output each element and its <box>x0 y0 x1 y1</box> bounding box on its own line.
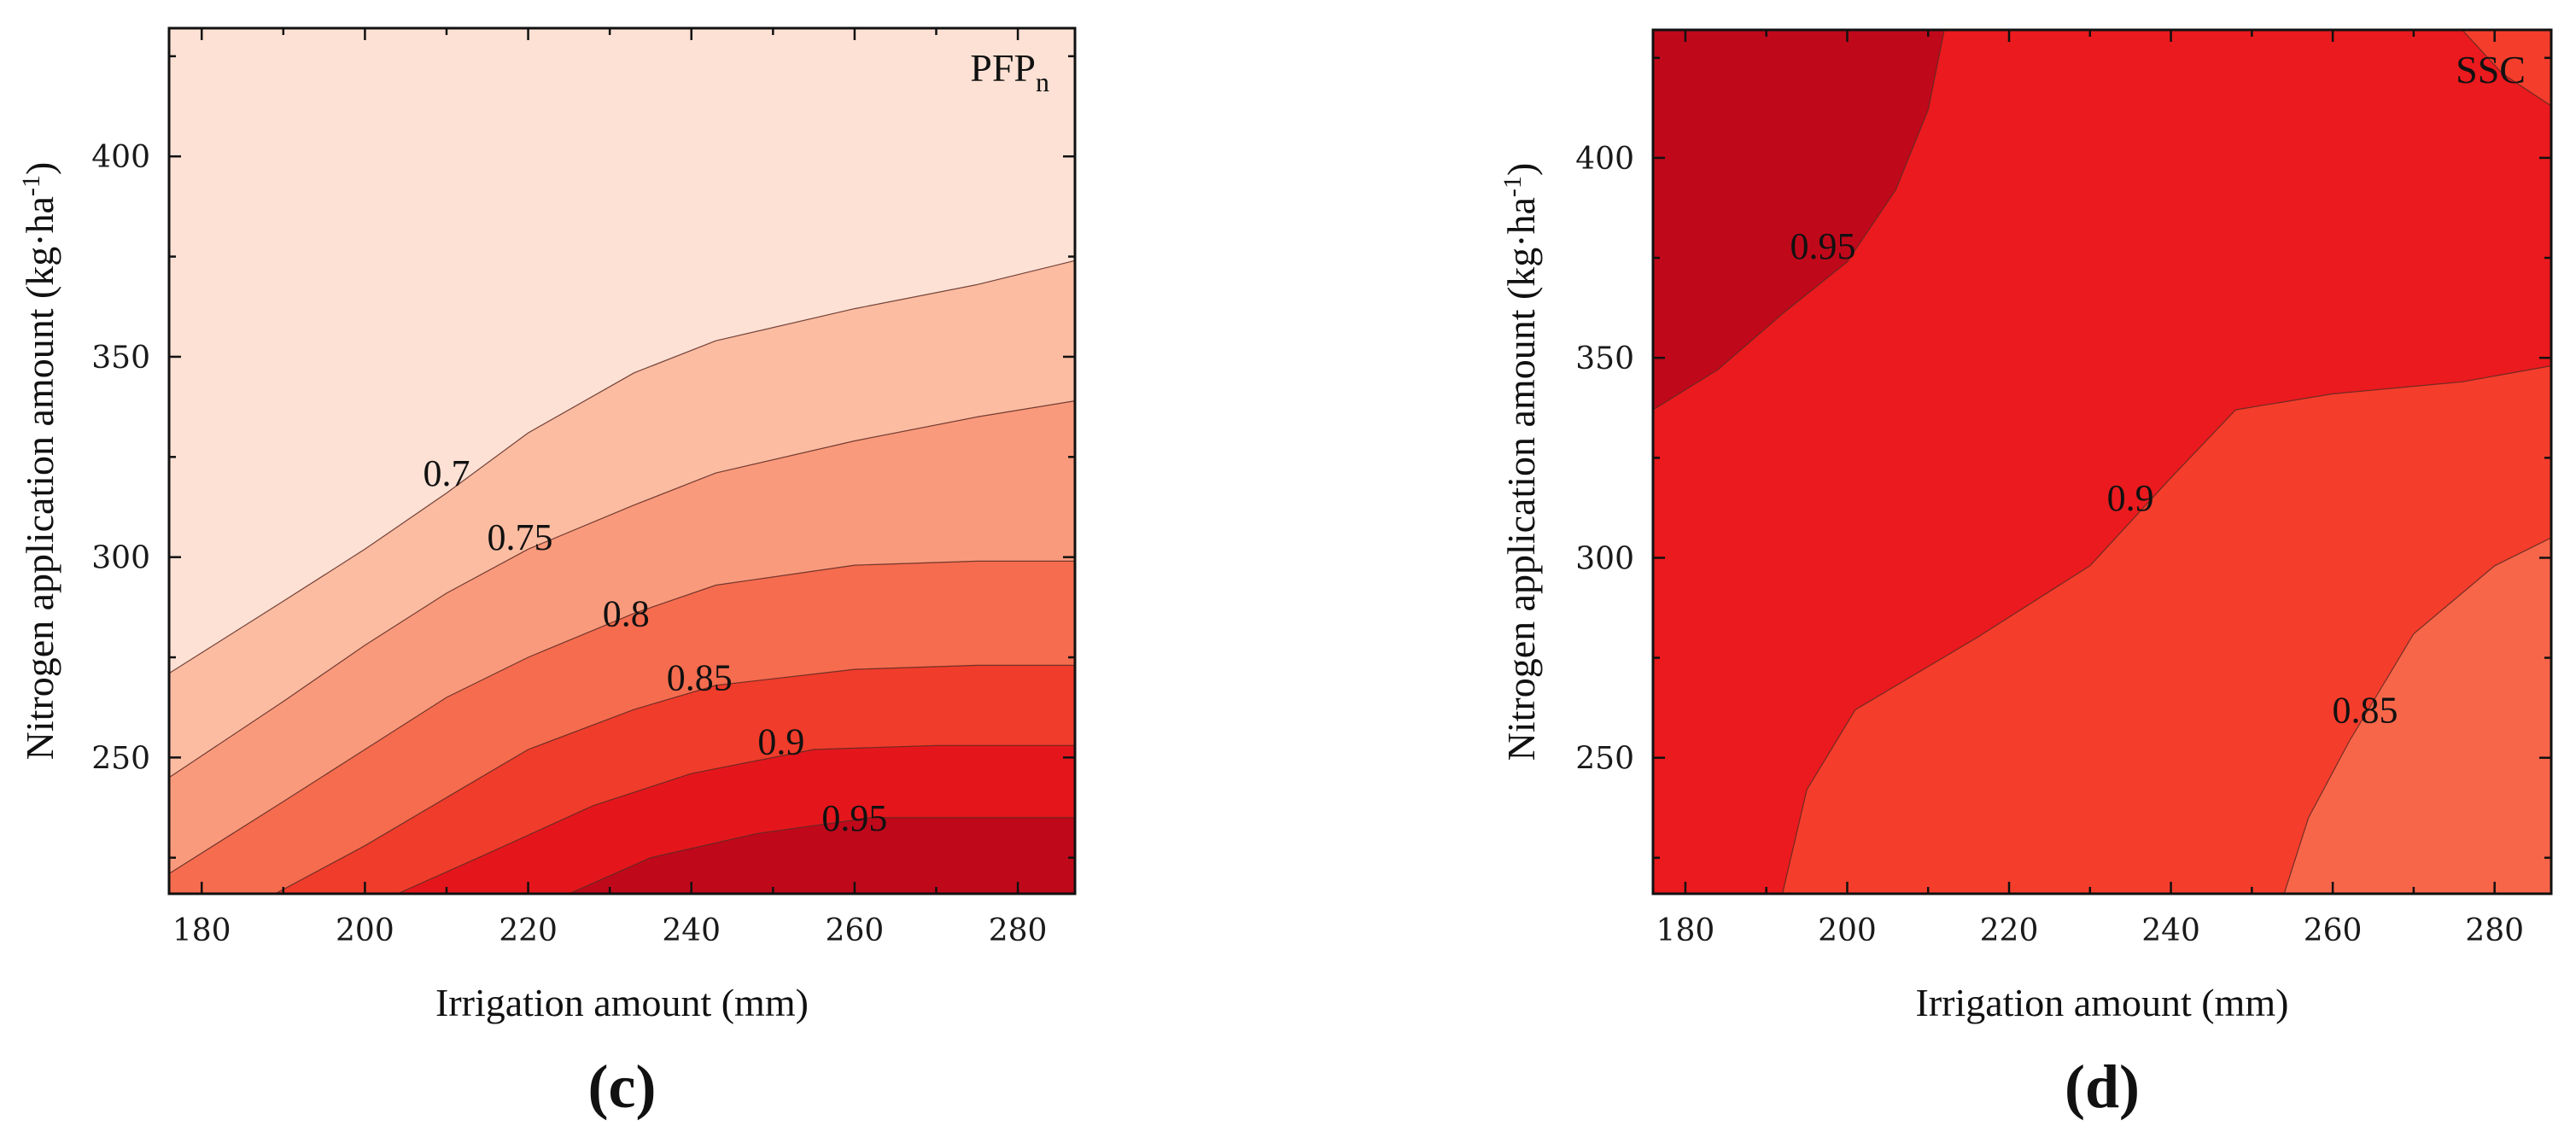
contour-label-0.9: 0.9 <box>2107 477 2154 519</box>
contour-band-above-0.95 <box>1653 30 1945 411</box>
panel-c-contour-plot: 0.7 0.75 0.8 0.85 0.9 0.95 180 200 220 240 260 280 2… <box>17 26 1077 1121</box>
y-tick-label: 350 <box>1575 341 1634 376</box>
x-tick-label: 280 <box>989 913 1048 948</box>
contour-band-corner-patch <box>2462 30 2551 106</box>
y-tick-label: 300 <box>1575 541 1634 576</box>
x-tick-label: 180 <box>1656 913 1715 948</box>
contour-bands <box>169 28 1075 894</box>
x-axis-title: Irrigation amount (mm) <box>435 981 809 1024</box>
y-tick-label: 250 <box>1575 742 1634 777</box>
y-tick-label: 350 <box>91 341 150 376</box>
x-tick-label: 260 <box>2304 913 2363 948</box>
y-tick-label: 400 <box>91 140 150 175</box>
panel-caption: (d) <box>2065 1053 2140 1121</box>
contour-label-0.9: 0.9 <box>757 721 804 763</box>
contour-label-0.95: 0.95 <box>1790 225 1856 267</box>
y-axis-title-superscript: -1 <box>1498 176 1527 197</box>
contour-line-0.75 <box>169 400 1075 779</box>
contour-label-0.7: 0.7 <box>423 452 470 494</box>
x-tick-label: 200 <box>1818 913 1877 948</box>
contour-line-0.95 <box>1653 30 1945 411</box>
contour-line-0.9 <box>1782 365 2551 894</box>
y-axis-title: Nitrogen application amount (kg·ha-1) <box>17 162 61 761</box>
y-axis-title: Nitrogen application amount (kg·ha-1) <box>1498 163 1543 761</box>
contour-label-0.8: 0.8 <box>603 592 650 634</box>
x-tick-label: 220 <box>499 913 558 948</box>
contour-line-0.8 <box>169 560 1075 875</box>
y-axis-title-superscript: -1 <box>17 175 45 196</box>
panel-variable-label-subscript: n <box>1036 67 1049 97</box>
x-tick-label: 180 <box>172 913 231 948</box>
panel-variable-label: PFPn <box>970 46 1049 97</box>
x-tick-label: 240 <box>2141 913 2200 948</box>
contour-line-0.85 <box>275 664 1075 894</box>
contour-label-0.85: 0.85 <box>2333 689 2398 731</box>
panel-d-contour-plot: 0.95 0.9 0.85 180 200 220 240 260 280 250 300 350 40… <box>1498 28 2553 1121</box>
contour-line-corner <box>2462 30 2551 107</box>
contour-bands <box>1653 30 2551 894</box>
y-tick-label: 250 <box>91 741 150 776</box>
y-tick-label: 300 <box>91 541 150 576</box>
contour-label-0.85: 0.85 <box>667 657 733 699</box>
y-axis-title-close: ) <box>1499 163 1543 176</box>
contour-band-below-0.85 <box>2284 538 2551 894</box>
x-tick-label: 220 <box>1980 913 2039 948</box>
contour-band-0.95 <box>169 817 1075 894</box>
x-axis-title: Irrigation amount (mm) <box>1916 981 2289 1024</box>
y-axis-title-close: ) <box>18 162 61 175</box>
plot-frame <box>1651 28 2553 895</box>
y-tick-label: 400 <box>1575 142 1634 177</box>
y-axis-title-main: Nitrogen application amount (kg·ha <box>18 196 61 760</box>
plot-frame <box>167 26 1077 895</box>
contour-line-0.95 <box>569 817 1075 894</box>
panel-variable-label-main: SSC <box>2456 48 2526 91</box>
x-tick-label: 280 <box>2465 913 2524 948</box>
x-tick-label: 240 <box>662 913 721 948</box>
contour-label-0.75: 0.75 <box>488 516 553 558</box>
contour-label-0.95: 0.95 <box>821 797 887 839</box>
contour-line-0.85 <box>2283 537 2551 894</box>
contour-line-0.7 <box>169 260 1075 674</box>
panel-variable-label-main: PFP <box>970 46 1036 90</box>
panel-caption: (c) <box>588 1053 657 1121</box>
x-tick-label: 260 <box>826 913 885 948</box>
x-tick-label: 200 <box>336 913 394 948</box>
panel-variable-label: SSC <box>2456 48 2526 91</box>
contour-line-0.9 <box>397 744 1075 894</box>
y-axis-title-main: Nitrogen application amount (kg·ha <box>1499 197 1543 761</box>
